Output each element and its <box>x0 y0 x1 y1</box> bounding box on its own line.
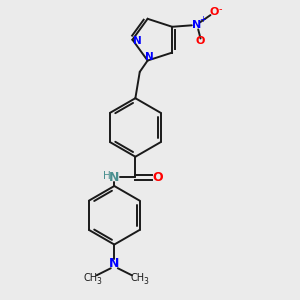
Text: O: O <box>209 7 219 17</box>
Text: CH: CH <box>84 273 98 283</box>
Text: N: N <box>109 257 119 270</box>
Text: O: O <box>196 36 205 46</box>
Text: CH: CH <box>130 273 145 283</box>
Text: N: N <box>145 52 153 62</box>
Text: -: - <box>219 4 222 14</box>
Text: 3: 3 <box>96 277 101 286</box>
Text: 3: 3 <box>143 277 148 286</box>
Text: O: O <box>152 171 163 184</box>
Text: N: N <box>192 20 202 30</box>
Text: H: H <box>103 171 110 181</box>
Text: +: + <box>200 15 206 24</box>
Text: N: N <box>133 36 142 46</box>
Text: N: N <box>109 171 119 184</box>
